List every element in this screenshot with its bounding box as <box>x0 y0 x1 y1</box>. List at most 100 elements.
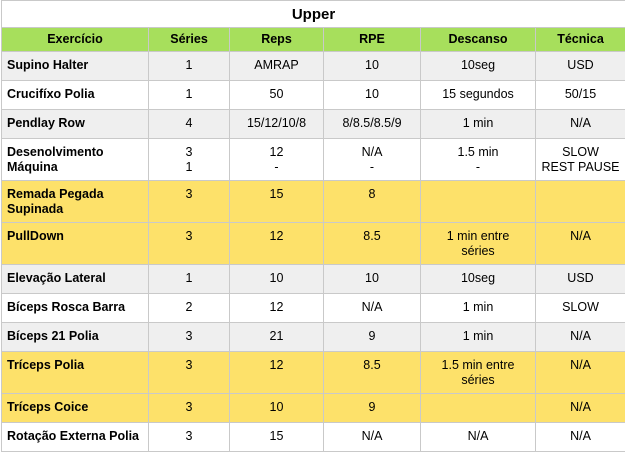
table-row: Tríceps Coice 3 10 9 N/A <box>1 393 625 423</box>
cell-text: 3 <box>185 187 193 201</box>
cell-text: N/A <box>361 145 383 159</box>
table-row: Desenolvimento Máquina 3 1 12- N/A -1.5 min - SL… <box>1 138 625 181</box>
cell-rest: 1 min <box>420 293 536 323</box>
cell-text: 10 <box>269 271 284 285</box>
cell-rpe: 8.5 <box>323 222 421 265</box>
column-header-series: Séries <box>148 27 230 52</box>
cell-text: Bíceps Rosca Barra <box>7 300 126 314</box>
cell-series: 1 <box>148 264 230 294</box>
cell-rest: N/A <box>420 422 536 452</box>
cell-text: 1 min <box>462 329 494 343</box>
cell-reps: 15 <box>229 180 324 223</box>
cell-text: N/A <box>570 358 591 372</box>
table-row: Supino Halter 1 AMRAP 10 10seg USD <box>1 51 625 81</box>
cell-text: 12 <box>269 358 284 372</box>
cell-rpe: 10 <box>323 80 421 110</box>
cell-series: 3 <box>148 351 230 394</box>
cell-text: 9 <box>368 400 376 414</box>
cell-text: 1 min <box>462 300 494 314</box>
cell-text: 10 <box>365 87 379 101</box>
cell-text: 10seg <box>460 58 496 72</box>
cell-text: AMRAP <box>254 58 299 72</box>
cell-rest: 1 min <box>420 322 536 352</box>
cell-text: USD <box>567 271 594 285</box>
cell-series: 3 <box>148 222 230 265</box>
cell-exercise: Bíceps 21 Polia <box>1 322 149 352</box>
cell-text: 8 <box>368 187 376 201</box>
cell-rest: 1 min <box>420 109 536 139</box>
cell-text: 1.5 min entre <box>441 358 515 372</box>
cell-text: 1 <box>185 160 193 174</box>
cell-text: 10seg <box>460 271 496 285</box>
cell-text: Pendlay Row <box>7 116 85 130</box>
cell-text: 1 min <box>462 116 494 130</box>
cell-text: 9 <box>368 329 376 343</box>
cell-exercise: Supino Halter <box>1 51 149 81</box>
column-header-tecnica: Técnica <box>535 27 625 52</box>
column-header-reps: Reps <box>229 27 324 52</box>
cell-exercise: Bíceps Rosca Barra <box>1 293 149 323</box>
cell-exercise: Pendlay Row <box>1 109 149 139</box>
cell-series: 1 <box>148 80 230 110</box>
cell-text: USD <box>567 58 594 72</box>
cell-technique: N/A <box>535 109 625 139</box>
cell-text: Rotação Externa Polia <box>7 429 139 443</box>
cell-text: 3 <box>185 358 193 372</box>
cell-series: 2 <box>148 293 230 323</box>
cell-text: Tríceps Polia <box>7 358 85 372</box>
cell-text: PullDown <box>7 229 64 243</box>
column-header-rpe: RPE <box>323 27 421 52</box>
cell-text: 3 <box>185 329 193 343</box>
cell-text: 8.5 <box>363 229 381 243</box>
cell-rpe: 10 <box>323 51 421 81</box>
cell-text: 50 <box>269 87 284 101</box>
cell-text: Bíceps 21 Polia <box>7 329 99 343</box>
cell-text: - <box>274 160 279 174</box>
cell-text: Desenolvimento <box>7 145 104 159</box>
cell-text: N/A <box>361 300 383 314</box>
cell-text: 8/8.5/8.5/9 <box>342 116 402 130</box>
cell-text: N/A <box>570 329 591 343</box>
table-row: Remada Pegada Supinada 3 15 8 <box>1 180 625 223</box>
cell-rpe: 8/8.5/8.5/9 <box>323 109 421 139</box>
cell-text: 21 <box>269 329 284 343</box>
cell-rpe: N/A <box>323 293 421 323</box>
cell-technique: N/A <box>535 393 625 423</box>
cell-reps: 50 <box>229 80 324 110</box>
cell-technique: SLOW <box>535 293 625 323</box>
cell-text: 15 <box>269 187 284 201</box>
cell-reps: 12 <box>229 351 324 394</box>
cell-text: Remada Pegada <box>7 187 104 201</box>
table-row: Bíceps 21 Polia 3 21 9 1 min N/A <box>1 322 625 352</box>
cell-text: SLOW <box>562 145 599 159</box>
table-row: Rotação Externa Polia 3 15 N/A N/A N/A <box>1 422 625 452</box>
cell-text: 2 <box>185 300 193 314</box>
cell-rest: 10seg <box>420 264 536 294</box>
cell-text: Supinada <box>7 202 64 216</box>
table-row: Elevação Lateral 1 10 10 10seg USD <box>1 264 625 294</box>
cell-text: 3 <box>185 429 193 443</box>
cell-text: SLOW <box>562 300 599 314</box>
cell-rpe: N/A - <box>323 138 421 181</box>
cell-text: Supino Halter <box>7 58 89 72</box>
cell-rpe: 9 <box>323 322 421 352</box>
cell-text: 12 <box>269 229 284 243</box>
cell-rest: 10seg <box>420 51 536 81</box>
cell-text: 1 <box>185 87 193 101</box>
cell-text: 4 <box>185 116 193 130</box>
cell-text: N/A <box>570 116 591 130</box>
cell-technique: N/A <box>535 422 625 452</box>
cell-series: 1 <box>148 51 230 81</box>
cell-reps: 21 <box>229 322 324 352</box>
cell-reps: 10 <box>229 264 324 294</box>
cell-text: 3 <box>185 229 193 243</box>
cell-rpe: 9 <box>323 393 421 423</box>
cell-reps: 12 <box>229 222 324 265</box>
cell-exercise: Desenolvimento Máquina <box>1 138 149 181</box>
cell-reps: 10 <box>229 393 324 423</box>
cell-text: séries <box>461 244 495 258</box>
table-row: Pendlay Row 4 15/12/10/8 8/8.5/8.5/9 1 min N/… <box>1 109 625 139</box>
cell-text: - <box>475 160 481 174</box>
cell-technique: USD <box>535 51 625 81</box>
cell-series: 3 <box>148 180 230 223</box>
